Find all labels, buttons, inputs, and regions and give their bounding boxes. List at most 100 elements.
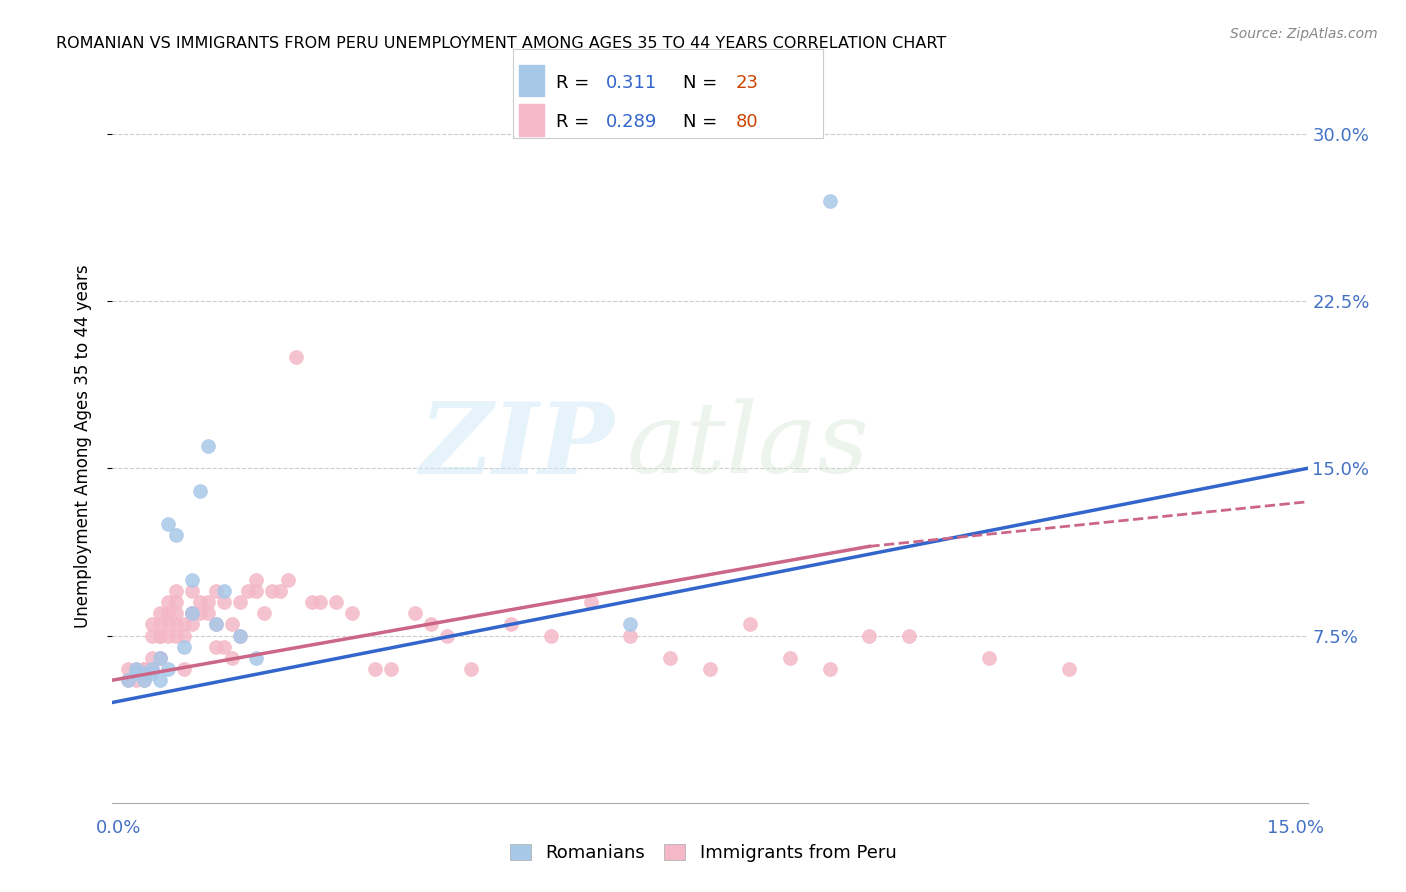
Point xyxy=(340,607,363,621)
Point xyxy=(858,628,880,642)
Point xyxy=(818,662,841,676)
Point xyxy=(229,628,252,642)
Point xyxy=(157,662,180,676)
Point xyxy=(141,651,163,665)
Point xyxy=(181,607,204,621)
Point xyxy=(253,607,276,621)
Point xyxy=(117,673,139,687)
Point xyxy=(188,595,211,609)
Point xyxy=(977,651,1000,665)
Point xyxy=(540,628,562,642)
Point xyxy=(165,628,187,642)
Point xyxy=(420,617,443,632)
Text: atlas: atlas xyxy=(627,399,869,493)
Point xyxy=(134,673,156,687)
Point xyxy=(221,651,243,665)
Point xyxy=(141,666,163,681)
Point xyxy=(579,595,602,609)
Point xyxy=(404,607,426,621)
Point xyxy=(134,666,156,681)
Point xyxy=(325,595,347,609)
Point xyxy=(134,666,156,681)
Point xyxy=(149,617,172,632)
Point xyxy=(236,583,259,598)
Point xyxy=(260,583,283,598)
Text: 0.289: 0.289 xyxy=(606,113,658,131)
Point xyxy=(779,651,801,665)
Point xyxy=(898,628,921,642)
Point xyxy=(188,483,211,498)
Point xyxy=(149,628,172,642)
Point xyxy=(165,607,187,621)
Point xyxy=(212,595,235,609)
Point xyxy=(181,607,204,621)
Point xyxy=(308,595,330,609)
Point xyxy=(1057,662,1080,676)
Point xyxy=(460,662,482,676)
Point xyxy=(245,573,267,587)
Point xyxy=(301,595,323,609)
Point xyxy=(165,528,187,542)
Point xyxy=(157,607,180,621)
Point xyxy=(181,607,204,621)
Point xyxy=(149,651,172,665)
Point xyxy=(134,662,156,676)
Point xyxy=(157,595,180,609)
Text: 23: 23 xyxy=(735,74,759,92)
Point xyxy=(619,617,641,632)
Point xyxy=(125,662,148,676)
Point xyxy=(499,617,522,632)
Point xyxy=(157,617,180,632)
Text: 15.0%: 15.0% xyxy=(1267,819,1324,837)
Point xyxy=(149,651,172,665)
Point xyxy=(141,628,163,642)
Point xyxy=(619,628,641,642)
Point xyxy=(269,583,291,598)
Point xyxy=(181,583,204,598)
Text: R =: R = xyxy=(557,113,596,131)
Point xyxy=(197,607,219,621)
Text: ROMANIAN VS IMMIGRANTS FROM PERU UNEMPLOYMENT AMONG AGES 35 TO 44 YEARS CORRELAT: ROMANIAN VS IMMIGRANTS FROM PERU UNEMPLO… xyxy=(56,36,946,51)
Point xyxy=(165,595,187,609)
Point xyxy=(125,673,148,687)
Point xyxy=(125,662,148,676)
Point xyxy=(149,628,172,642)
Point xyxy=(141,662,163,676)
Text: N =: N = xyxy=(683,74,723,92)
Point xyxy=(173,628,195,642)
Point xyxy=(165,583,187,598)
Text: 80: 80 xyxy=(735,113,758,131)
Point xyxy=(699,662,721,676)
Point xyxy=(205,583,228,598)
Legend: Romanians, Immigrants from Peru: Romanians, Immigrants from Peru xyxy=(502,837,904,870)
Point xyxy=(364,662,387,676)
Point xyxy=(197,595,219,609)
Point xyxy=(134,662,156,676)
Point xyxy=(157,628,180,642)
Text: 0.0%: 0.0% xyxy=(96,819,141,837)
Point xyxy=(117,662,139,676)
Point xyxy=(818,194,841,208)
Point xyxy=(149,607,172,621)
Point xyxy=(380,662,402,676)
Point xyxy=(205,617,228,632)
Point xyxy=(173,640,195,654)
Point xyxy=(284,350,307,364)
Point xyxy=(134,673,156,687)
Point xyxy=(229,628,252,642)
Y-axis label: Unemployment Among Ages 35 to 44 years: Unemployment Among Ages 35 to 44 years xyxy=(73,264,91,628)
Point xyxy=(125,666,148,681)
Point xyxy=(229,595,252,609)
Point xyxy=(197,439,219,453)
Text: Source: ZipAtlas.com: Source: ZipAtlas.com xyxy=(1230,27,1378,41)
Point xyxy=(188,607,211,621)
Point xyxy=(245,583,267,598)
Point xyxy=(149,651,172,665)
Point xyxy=(212,583,235,598)
Point xyxy=(141,617,163,632)
Point xyxy=(738,617,761,632)
Point xyxy=(157,516,180,531)
Point xyxy=(181,573,204,587)
Point xyxy=(181,617,204,632)
Point xyxy=(221,617,243,632)
